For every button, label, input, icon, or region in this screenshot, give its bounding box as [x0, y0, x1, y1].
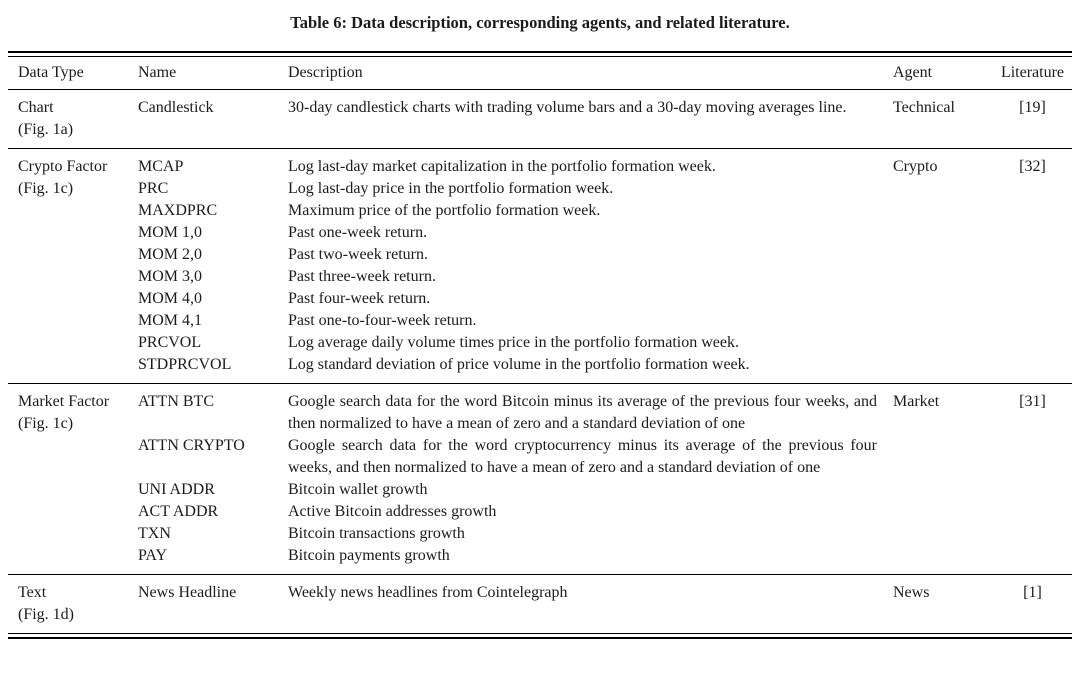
entries: Candlestick 30-day candlestick charts wi…: [138, 97, 893, 119]
table-row-chart: Chart (Fig. 1a) Candlestick 30-day candl…: [8, 90, 1072, 149]
factor-description: Log last-day market capitalization in th…: [288, 158, 716, 175]
table-header-row: Data Type Name Description Agent Literat…: [8, 57, 1072, 90]
entry-row: MOM 3,0 Past three-week return.: [138, 266, 893, 288]
agent-cell: Market: [893, 393, 940, 410]
entry-row: PRCVOL Log average daily volume times pr…: [138, 332, 893, 354]
factor-description: Google search data for the word cryptocu…: [288, 437, 877, 476]
entries: ATTN BTC Google search data for the word…: [138, 391, 893, 567]
factor-name: UNI ADDR: [138, 481, 215, 498]
factor-name: ATTN CRYPTO: [138, 437, 245, 454]
factor-name: ACT ADDR: [138, 503, 219, 520]
factor-name: PRCVOL: [138, 334, 202, 351]
factor-description: Google search data for the word Bitcoin …: [288, 393, 877, 432]
fig-ref: (Fig. 1c): [18, 415, 74, 432]
header-description: Description: [288, 64, 363, 81]
entry-row: MOM 2,0 Past two-week return.: [138, 244, 893, 266]
literature-ref: [19]: [1019, 99, 1046, 116]
data-type-cell: Market Factor (Fig. 1c): [18, 391, 138, 435]
factor-description: Maximum price of the portfolio formation…: [288, 202, 601, 219]
agent-cell: Crypto: [893, 158, 938, 175]
entry-row: ATTN BTC Google search data for the word…: [138, 391, 893, 435]
factor-name: MOM 4,0: [138, 290, 203, 307]
header-name: Name: [138, 64, 177, 81]
data-description-table: Data Type Name Description Agent Literat…: [8, 51, 1072, 639]
factor-description: Bitcoin wallet growth: [288, 481, 428, 498]
table-row-text: Text (Fig. 1d) News Headline Weekly news…: [8, 575, 1072, 633]
factor-name: MOM 3,0: [138, 268, 203, 285]
data-type-label: Market Factor: [18, 393, 110, 410]
entry-row: MAXDPRC Maximum price of the portfolio f…: [138, 200, 893, 222]
agent-cell: Technical: [893, 99, 955, 116]
header-data-type: Data Type: [18, 64, 84, 81]
fig-ref: (Fig. 1a): [18, 121, 74, 138]
bottom-rule: [8, 633, 1072, 639]
entry-row: ATTN CRYPTO Google search data for the w…: [138, 435, 893, 479]
data-type-label: Text: [18, 584, 47, 601]
factor-name: MAXDPRC: [138, 202, 218, 219]
factor-name: ATTN BTC: [138, 393, 214, 410]
data-type-cell: Chart (Fig. 1a): [18, 97, 138, 141]
factor-name: News Headline: [138, 584, 237, 601]
factor-description: Log last-day price in the portfolio form…: [288, 180, 614, 197]
entry-row: PAY Bitcoin payments growth: [138, 545, 893, 567]
factor-name: STDPRCVOL: [138, 356, 232, 373]
entry-row: News Headline Weekly news headlines from…: [138, 582, 893, 604]
entry-row: ACT ADDR Active Bitcoin addresses growth: [138, 501, 893, 523]
entry-row: Candlestick 30-day candlestick charts wi…: [138, 97, 893, 119]
entries: MCAP Log last-day market capitalization …: [138, 156, 893, 376]
data-type-label: Chart: [18, 99, 54, 116]
literature-ref: [1]: [1023, 584, 1042, 601]
top-rule: [8, 51, 1072, 57]
fig-ref: (Fig. 1c): [18, 180, 74, 197]
entry-row: MOM 4,1 Past one-to-four-week return.: [138, 310, 893, 332]
factor-description: Log average daily volume times price in …: [288, 334, 739, 351]
factor-description: Weekly news headlines from Cointelegraph: [288, 584, 568, 601]
header-literature: Literature: [1000, 64, 1065, 81]
factor-name: MOM 2,0: [138, 246, 203, 263]
fig-ref: (Fig. 1d): [18, 606, 74, 623]
table-caption: Table 6: Data description, corresponding…: [290, 13, 790, 32]
factor-description: Past one-to-four-week return.: [288, 312, 477, 329]
agent-cell: News: [893, 584, 930, 601]
entry-row: UNI ADDR Bitcoin wallet growth: [138, 479, 893, 501]
factor-name: TXN: [138, 525, 171, 542]
factor-description: Bitcoin transactions growth: [288, 525, 465, 542]
factor-description: 30-day candlestick charts with trading v…: [288, 99, 847, 116]
factor-description: Past one-week return.: [288, 224, 428, 241]
data-type-label: Crypto Factor: [18, 158, 108, 175]
entries: News Headline Weekly news headlines from…: [138, 582, 893, 604]
factor-name: MOM 4,1: [138, 312, 203, 329]
entry-row: TXN Bitcoin transactions growth: [138, 523, 893, 545]
entry-row: MCAP Log last-day market capitalization …: [138, 156, 893, 178]
factor-description: Log standard deviation of price volume i…: [288, 356, 750, 373]
factor-name: PAY: [138, 547, 168, 564]
literature-ref: [31]: [1019, 393, 1046, 410]
factor-description: Active Bitcoin addresses growth: [288, 503, 497, 520]
entry-row: PRC Log last-day price in the portfolio …: [138, 178, 893, 200]
header-agent: Agent: [893, 64, 933, 81]
data-type-cell: Text (Fig. 1d): [18, 582, 138, 626]
factor-description: Past four-week return.: [288, 290, 431, 307]
table-row-crypto-factor: Crypto Factor (Fig. 1c) MCAP Log last-da…: [8, 149, 1072, 384]
factor-name: MOM 1,0: [138, 224, 203, 241]
entry-row: MOM 4,0 Past four-week return.: [138, 288, 893, 310]
table-row-market-factor: Market Factor (Fig. 1c) ATTN BTC Google …: [8, 384, 1072, 575]
factor-description: Bitcoin payments growth: [288, 547, 450, 564]
literature-ref: [32]: [1019, 158, 1046, 175]
entry-row: MOM 1,0 Past one-week return.: [138, 222, 893, 244]
factor-name: MCAP: [138, 158, 184, 175]
factor-name: PRC: [138, 180, 169, 197]
factor-description: Past two-week return.: [288, 246, 428, 263]
factor-description: Past three-week return.: [288, 268, 436, 285]
entry-row: STDPRCVOL Log standard deviation of pric…: [138, 354, 893, 376]
factor-name: Candlestick: [138, 99, 214, 116]
data-type-cell: Crypto Factor (Fig. 1c): [18, 156, 138, 200]
